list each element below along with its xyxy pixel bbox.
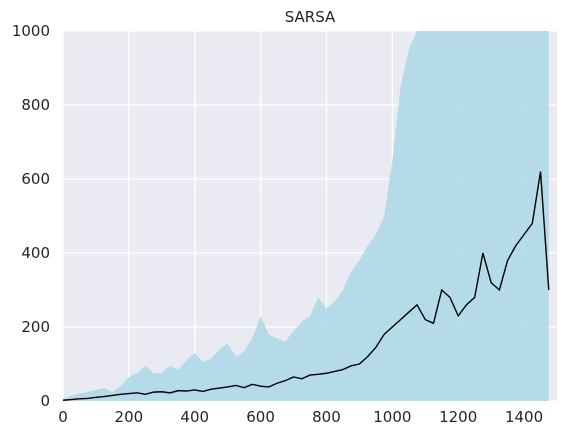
x-tick-label: 1400 — [505, 408, 543, 426]
y-tick-label: 200 — [21, 318, 50, 336]
x-tick-label: 0 — [58, 408, 68, 426]
y-tick-label: 1000 — [12, 22, 50, 40]
band-series-0 — [63, 31, 549, 401]
line-series-1 — [63, 171, 550, 401]
y-tick-label: 600 — [21, 170, 50, 188]
y-tick-label: 0 — [40, 392, 50, 410]
chart-title: SARSA — [285, 8, 336, 26]
y-tick-label: 400 — [21, 244, 50, 262]
series-layer — [63, 31, 550, 401]
x-tick-label: 1000 — [373, 408, 411, 426]
x-tick-label: 400 — [180, 408, 209, 426]
x-tick-label: 200 — [115, 408, 144, 426]
ticks: 0 200 400 600 800 1000 1200 1400 0 200 400 600 800 10… — [12, 22, 543, 426]
y-tick-label: 800 — [21, 96, 50, 114]
x-tick-label: 1200 — [439, 408, 477, 426]
x-tick-label: 800 — [312, 408, 341, 426]
x-tick-label: 600 — [246, 408, 275, 426]
